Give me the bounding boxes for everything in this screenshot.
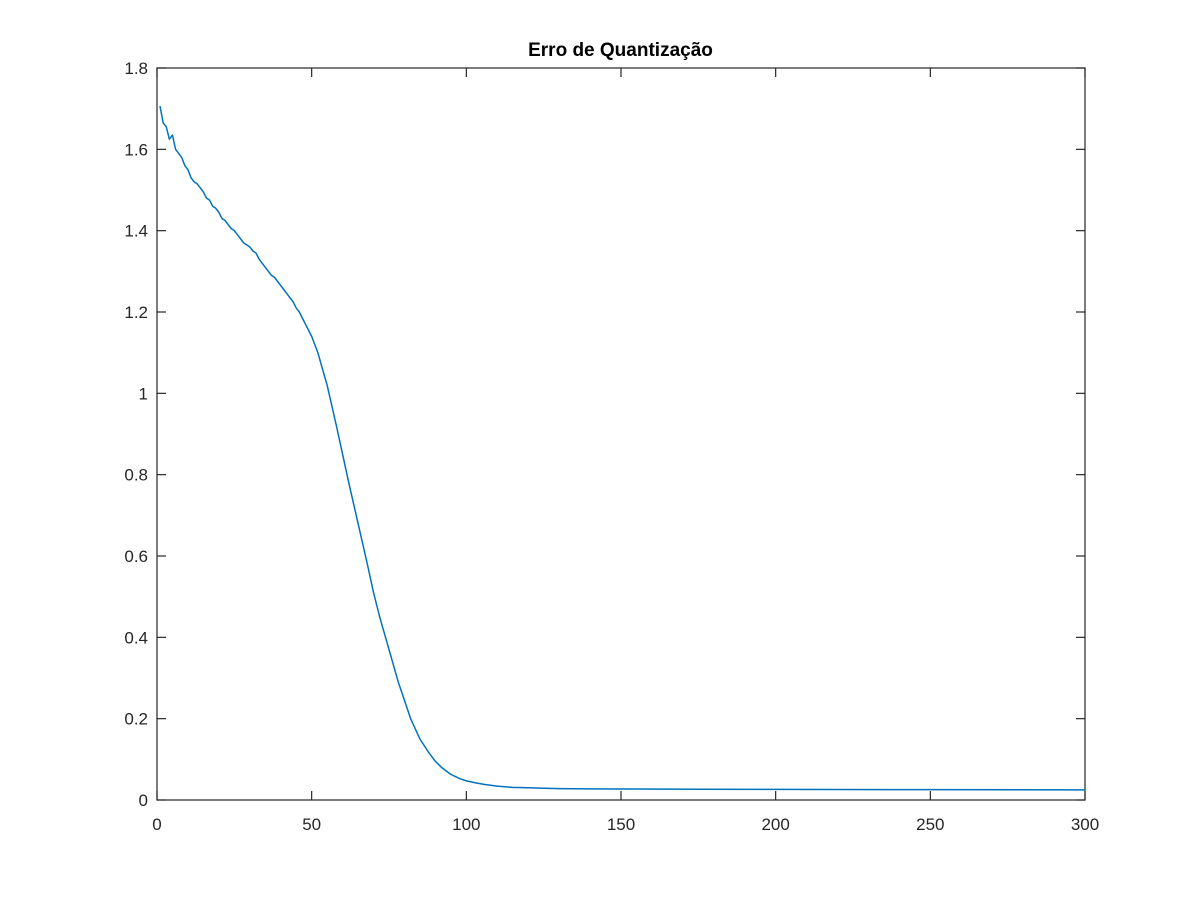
chart-title: Erro de Quantização — [528, 40, 713, 61]
series-line — [159, 105, 1086, 791]
y-tick-label: 1.6 — [124, 140, 148, 159]
y-tick-label: 1 — [139, 384, 148, 403]
y-tick-label: 1.8 — [124, 59, 148, 78]
plot-area: 0 50 100 150 200 250 300 0 0.2 0.4 0.6 0.8 1 1.2 1.4 1.… — [124, 59, 1099, 834]
x-tick-label: 50 — [302, 815, 321, 834]
x-tick-label: 200 — [761, 815, 789, 834]
y-tick-label: 1.4 — [124, 222, 148, 241]
x-tick-label: 250 — [916, 815, 944, 834]
x-tick-label: 100 — [452, 815, 480, 834]
y-tick-label: 1.2 — [124, 303, 148, 322]
y-tick-label: 0 — [139, 791, 148, 810]
y-tick-label: 0.4 — [124, 628, 148, 647]
y-tick-label: 0.2 — [124, 710, 148, 729]
x-tick-label: 300 — [1071, 815, 1099, 834]
x-tick-label: 0 — [152, 815, 161, 834]
y-tick-label: 0.6 — [124, 547, 148, 566]
y-tick-label: 0.8 — [124, 466, 148, 485]
x-tick-label: 150 — [607, 815, 635, 834]
